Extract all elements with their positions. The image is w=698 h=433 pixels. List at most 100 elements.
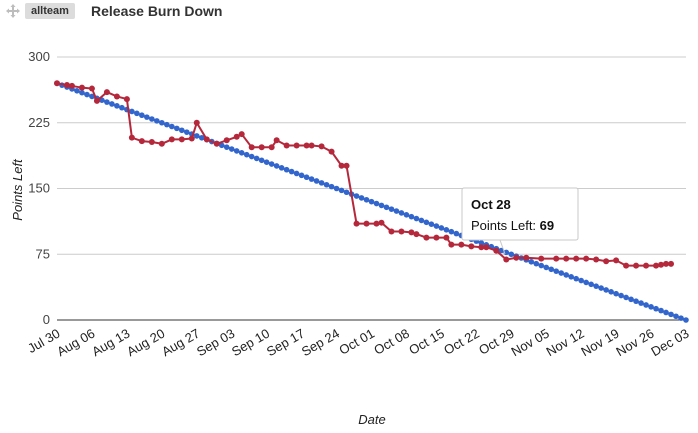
actual-point [248, 144, 255, 151]
actual-point [268, 144, 275, 151]
team-badge[interactable]: allteam [25, 3, 75, 19]
series-actual [54, 80, 675, 269]
x-tick-label: Aug 13 [89, 326, 132, 360]
x-tick-label: Oct 29 [476, 326, 517, 358]
ideal-point [553, 268, 560, 274]
ideal-point [298, 172, 305, 179]
ideal-point [233, 148, 240, 154]
actual-point [413, 231, 420, 238]
actual-point [238, 131, 245, 138]
ideal-point [403, 212, 410, 218]
ideal-point [388, 206, 395, 212]
actual-point [388, 228, 395, 235]
x-tick-label: Oct 15 [406, 326, 447, 358]
x-tick-label: Aug 27 [159, 326, 202, 360]
actual-point [573, 255, 580, 262]
actual-point [408, 229, 415, 236]
x-tick-label: Oct 22 [441, 326, 482, 358]
x-tick-label: Nov 26 [613, 326, 656, 360]
ideal-point [623, 294, 629, 301]
ideal-point [568, 273, 574, 280]
actual-point [468, 243, 475, 250]
actual-point [458, 241, 465, 248]
ideal-point [363, 196, 370, 203]
tooltip: Oct 28 Points Left: 69 [461, 187, 579, 255]
ideal-point [373, 200, 380, 207]
move-arrows-icon[interactable] [6, 4, 20, 18]
ideal-point [573, 275, 579, 282]
ideal-point [498, 247, 505, 254]
ideal-point [543, 264, 550, 271]
actual-point [303, 142, 310, 149]
ideal-point [673, 313, 679, 320]
gridlines [57, 56, 686, 321]
actual-point [433, 234, 440, 241]
ideal-point [663, 309, 669, 316]
y-tick-label: 75 [36, 246, 50, 261]
actual-point [378, 219, 385, 226]
actual-point [503, 256, 510, 263]
ideal-point [179, 127, 185, 134]
ideal-point [383, 204, 390, 211]
ideal-point [583, 279, 589, 286]
ideal-point [84, 91, 90, 98]
actual-point [273, 137, 280, 144]
ideal-point [618, 292, 624, 299]
ideal-point [378, 202, 385, 209]
ideal-point [643, 302, 649, 308]
ideal-point [508, 251, 515, 258]
actual-point [443, 234, 450, 241]
y-axis-ticks: 0 75 150 225 300 [28, 49, 50, 327]
actual-point [168, 136, 175, 143]
x-tick-label: Nov 12 [543, 326, 586, 360]
actual-point [93, 97, 100, 104]
ideal-point [283, 166, 290, 173]
ideal-point [258, 157, 265, 164]
ideal-point [398, 210, 405, 216]
ideal-point [79, 89, 85, 96]
x-tick-label: Nov 19 [578, 326, 621, 360]
actual-point [623, 262, 630, 269]
tooltip-date: Oct 28 [471, 197, 511, 212]
actual-point [158, 140, 165, 147]
actual-point [78, 84, 85, 91]
ideal-point [353, 193, 360, 199]
ideal-point [608, 289, 614, 295]
ideal-point [368, 198, 375, 205]
actual-point [138, 138, 145, 145]
y-axis-title: Points Left [10, 158, 25, 221]
actual-point [398, 228, 405, 235]
actual-point [328, 148, 335, 155]
ideal-point [223, 144, 230, 150]
ideal-point [343, 189, 350, 196]
actual-point [613, 257, 620, 264]
actual-point [483, 244, 490, 251]
ideal-point [129, 108, 135, 115]
actual-point [148, 139, 155, 146]
ideal-point [169, 123, 175, 130]
ideal-point [273, 163, 280, 169]
x-tick-label: Dec 03 [648, 326, 691, 360]
actual-point [513, 254, 520, 261]
actual-point [343, 162, 350, 169]
actual-point [233, 133, 240, 140]
ideal-point [198, 134, 205, 141]
ideal-point [248, 153, 255, 160]
tooltip-value: 69 [540, 218, 554, 233]
actual-point [63, 82, 70, 89]
ideal-point [183, 129, 190, 135]
ideal-point [638, 300, 644, 306]
ideal-point [613, 290, 619, 297]
actual-point [553, 255, 560, 262]
actual-point [338, 162, 345, 169]
ideal-point [428, 221, 435, 227]
ideal-point [74, 88, 80, 94]
ideal-point [318, 180, 325, 186]
ideal-point [288, 168, 295, 175]
actual-point [193, 119, 200, 126]
actual-point [123, 96, 130, 103]
y-tick-label: 225 [28, 115, 50, 130]
ideal-point [658, 307, 664, 314]
actual-point [663, 260, 670, 267]
actual-point [88, 85, 95, 92]
